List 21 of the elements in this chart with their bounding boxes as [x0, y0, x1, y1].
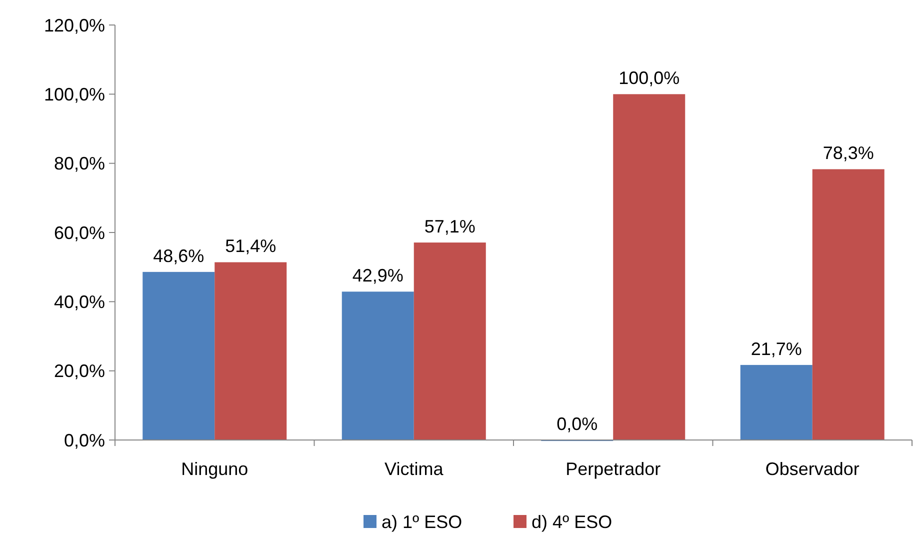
y-tick-label: 20,0% — [54, 361, 105, 382]
data-label: 21,7% — [750, 338, 802, 359]
x-tick-label: Perpetrador — [566, 459, 661, 479]
legend-label: a) 1º ESO — [382, 512, 462, 532]
x-tick-label: Ninguno — [181, 459, 248, 479]
data-label: 57,1% — [424, 216, 476, 237]
y-tick-label: 100,0% — [44, 84, 105, 104]
data-label: 100,0% — [618, 68, 680, 88]
x-tick-label: Observador — [765, 459, 860, 479]
data-label: 78,3% — [822, 143, 874, 164]
y-tick-label: 40,0% — [54, 292, 105, 312]
y-tick-label: 0,0% — [64, 430, 105, 450]
data-label: 0,0% — [556, 414, 598, 434]
data-label: 42,9% — [352, 266, 404, 286]
y-tick-label: 120,0% — [44, 15, 105, 36]
data-label: 51,4% — [225, 236, 276, 256]
legend-label: d) 4º ESO — [532, 512, 612, 532]
x-tick-label: Victima — [384, 459, 444, 479]
y-tick-label: 60,0% — [54, 222, 105, 243]
data-label: 48,6% — [153, 246, 204, 266]
y-tick-label: 80,0% — [54, 154, 105, 174]
